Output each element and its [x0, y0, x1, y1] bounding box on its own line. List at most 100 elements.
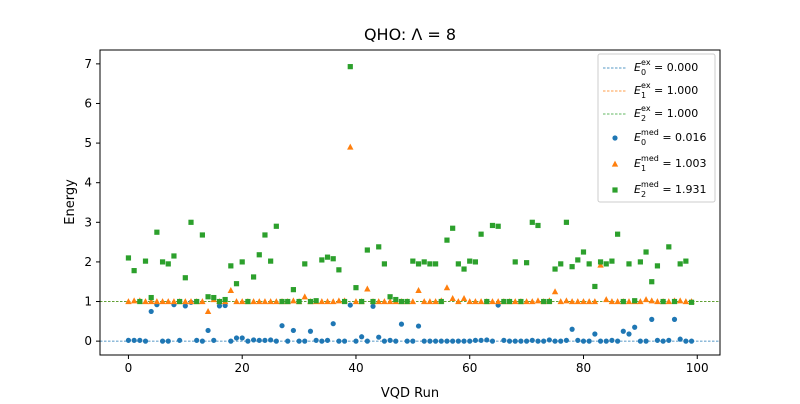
point-e1-run-98: [682, 298, 690, 305]
point-e0-run-6: [159, 338, 166, 344]
point-e2-run-33: [313, 298, 319, 304]
point-e2-run-9: [177, 298, 183, 305]
point-e0-run-47: [393, 338, 399, 344]
point-e1-run-29: [290, 297, 297, 304]
point-e0-run-72: [535, 338, 541, 344]
legend-marker-e2: [612, 187, 618, 193]
point-e2-run-74: [546, 298, 552, 305]
x-axis-label: VQD Run: [381, 386, 439, 400]
point-e2-run-85: [609, 258, 615, 264]
point-e1-run-4: [147, 298, 155, 305]
legend-label-median-e1-subscript: 1: [641, 164, 646, 173]
legend-label-exact-e0-value: = 0.000: [651, 61, 699, 74]
point-e2-run-65: [495, 223, 501, 229]
point-e2-run-34: [319, 257, 325, 263]
point-e2-run-79: [575, 257, 581, 263]
point-e2-run-80: [580, 249, 587, 255]
y-tick-label-2: 2: [84, 255, 92, 269]
point-e1-run-31: [301, 293, 308, 300]
point-e2-run-24: [262, 232, 268, 238]
point-e1-run-50: [409, 298, 417, 305]
point-e1-run-8: [170, 298, 178, 305]
point-e0-run-1: [131, 337, 137, 343]
point-e2-run-23: [256, 252, 262, 258]
point-e2-run-41: [359, 298, 365, 305]
point-e0-run-46: [387, 337, 393, 343]
point-e0-run-58: [455, 338, 461, 344]
point-e1-run-3: [142, 298, 149, 305]
point-e1-run-53: [426, 298, 434, 305]
legend-label-exact-e0-symbol: E: [634, 61, 641, 74]
point-e2-run-39: [347, 64, 353, 70]
point-e1-run-80: [580, 298, 587, 305]
point-e0-run-18: [228, 338, 234, 344]
point-e0-run-16: [216, 303, 223, 309]
point-e2-run-1: [131, 268, 137, 274]
point-e2-run-0: [125, 255, 132, 261]
point-e2-run-6: [159, 259, 166, 265]
point-e2-run-16: [216, 298, 223, 305]
legend-label-exact-e2: E2ex = 1.000: [634, 104, 698, 123]
legend-label-exact-e1-subscript: 1: [641, 91, 646, 100]
point-e2-run-89: [632, 298, 638, 304]
point-e1-run-13: [199, 298, 206, 305]
point-e1-run-26: [273, 298, 280, 305]
point-e0-run-40: [353, 338, 359, 344]
point-e0-run-50: [410, 338, 416, 344]
point-e0-run-63: [484, 337, 490, 343]
point-e0-run-26: [273, 338, 279, 344]
point-e2-run-17: [222, 296, 228, 303]
point-e0-run-86: [615, 338, 621, 344]
point-e2-run-7: [165, 261, 171, 267]
point-e0-run-14: [205, 327, 211, 334]
legend-label-exact-e2-superscript: ex: [641, 104, 651, 113]
point-e0-run-35: [324, 337, 331, 343]
point-e2-run-96: [671, 298, 678, 305]
point-e2-run-60: [467, 258, 473, 264]
point-e2-run-45: [381, 261, 388, 267]
point-e0-run-0: [125, 337, 132, 343]
point-e2-run-2: [137, 298, 143, 305]
point-e2-run-48: [398, 298, 405, 305]
point-e0-run-44: [376, 334, 382, 340]
point-e0-run-83: [597, 338, 604, 344]
point-e2-run-57: [450, 225, 456, 231]
point-e0-run-32: [307, 328, 314, 334]
point-e0-run-81: [586, 338, 592, 344]
legend-marker-e0: [612, 135, 618, 141]
point-e1-run-91: [642, 296, 650, 303]
point-e1-run-44: [375, 298, 382, 305]
point-e0-run-62: [478, 337, 484, 343]
legend-label-median-e0-subscript: 0: [641, 138, 646, 147]
point-e0-run-53: [427, 338, 433, 344]
legend-label-median-e1-symbol: E: [634, 157, 641, 170]
point-e0-run-96: [671, 316, 678, 322]
point-e2-run-38: [341, 298, 348, 305]
point-e2-run-30: [296, 298, 302, 305]
point-e1-run-61: [472, 298, 479, 305]
point-e0-run-23: [256, 337, 262, 343]
point-e2-run-32: [307, 298, 314, 305]
point-e2-run-49: [404, 298, 410, 305]
point-e2-run-4: [148, 294, 154, 301]
point-e0-run-73: [541, 338, 547, 344]
point-e0-run-98: [683, 338, 689, 344]
legend-label-exact-e0-subscript: 0: [641, 68, 646, 77]
x-tick-label-100: 100: [686, 361, 709, 375]
point-e0-run-69: [518, 338, 524, 344]
point-e2-run-15: [211, 294, 217, 301]
point-e1-run-64: [489, 298, 496, 305]
point-e0-run-80: [580, 338, 587, 344]
legend-label-median-e2-symbol: E: [634, 183, 641, 196]
point-e0-run-93: [654, 337, 661, 343]
point-e2-run-59: [461, 266, 467, 272]
point-e0-run-41: [359, 334, 365, 340]
point-e2-run-67: [506, 298, 513, 305]
point-e2-run-13: [199, 232, 205, 238]
point-e0-run-76: [558, 338, 564, 344]
point-e0-run-95: [666, 337, 672, 343]
point-e2-run-56: [444, 237, 450, 243]
legend-label-exact-e1-superscript: ex: [641, 81, 651, 90]
point-e2-run-70: [524, 260, 530, 266]
point-e0-run-92: [649, 316, 655, 322]
